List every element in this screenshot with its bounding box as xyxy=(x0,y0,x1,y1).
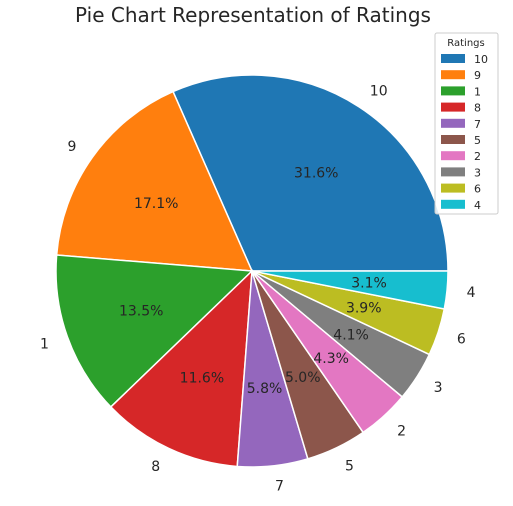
legend-label-9: 9 xyxy=(474,69,481,82)
percentage-label-5: 5.0% xyxy=(285,370,321,386)
legend: Ratings 10 9 1 8 7 5 2 3 6 4 xyxy=(434,32,499,215)
percentage-label-1: 13.5% xyxy=(119,303,163,319)
category-label-5: 5 xyxy=(345,459,354,475)
legend-swatch-7 xyxy=(441,118,465,128)
legend-swatch-9 xyxy=(441,70,465,80)
percentage-label-9: 17.1% xyxy=(134,196,178,212)
legend-label-6: 6 xyxy=(474,183,481,196)
category-label-10: 10 xyxy=(370,83,388,99)
percentage-label-8: 11.6% xyxy=(180,370,224,386)
category-label-3: 3 xyxy=(434,380,443,396)
legend-label-10: 10 xyxy=(474,53,488,66)
pie-slice-8 xyxy=(109,269,253,468)
legend-label-5: 5 xyxy=(474,134,481,147)
percentage-labels: 31.6% 17.1% 13.5% 11.6% 5.8%5.0% 4.3% 4.1% 3.9%… xyxy=(119,166,387,397)
legend-label-7: 7 xyxy=(474,118,481,131)
category-label-8: 8 xyxy=(151,459,160,475)
category-label-2: 2 xyxy=(397,423,406,439)
percentage-label-3: 4.1% xyxy=(333,327,369,343)
chart-title: Pie Chart Representation of Ratings xyxy=(75,3,431,27)
pie-slice-9 xyxy=(55,90,254,272)
category-label-9: 9 xyxy=(67,139,76,155)
percentage-label-7: 5.8% xyxy=(247,381,283,397)
pie-slice-4 xyxy=(251,270,449,310)
legend-swatch-6 xyxy=(441,183,465,193)
pie-slices xyxy=(55,74,449,468)
category-label-1: 1 xyxy=(40,336,49,352)
category-label-6: 6 xyxy=(457,331,466,347)
category-label-4: 4 xyxy=(467,285,476,301)
legend-swatch-5 xyxy=(441,135,465,144)
category-label-7: 7 xyxy=(275,478,284,494)
percentage-label-6: 3.9% xyxy=(346,301,382,317)
legend-swatch-1 xyxy=(441,86,465,96)
legend-swatch-2 xyxy=(441,151,465,161)
legend-swatch-8 xyxy=(441,102,465,112)
percentage-label-2: 4.3% xyxy=(313,351,349,367)
legend-label-8: 8 xyxy=(474,102,481,115)
legend-swatch-4 xyxy=(441,199,465,209)
percentage-label-10: 31.6% xyxy=(294,166,338,182)
legend-swatch-3 xyxy=(441,167,465,177)
legend-label-4: 4 xyxy=(474,199,481,212)
percentage-label-4: 3.1% xyxy=(351,275,387,291)
legend-label-2: 2 xyxy=(474,150,481,163)
legend-label-3: 3 xyxy=(474,166,481,179)
category-labels: 10 9 1 8 7 5 2 3 6 4 xyxy=(40,83,476,494)
pie-slice-1 xyxy=(55,254,254,409)
legend-swatch-10 xyxy=(441,54,465,63)
legend-label-1: 1 xyxy=(474,85,481,98)
pie-slice-10 xyxy=(172,74,449,272)
legend-items: 10 9 1 8 7 5 2 3 6 4 xyxy=(441,53,488,212)
legend-title: Ratings xyxy=(447,38,484,49)
